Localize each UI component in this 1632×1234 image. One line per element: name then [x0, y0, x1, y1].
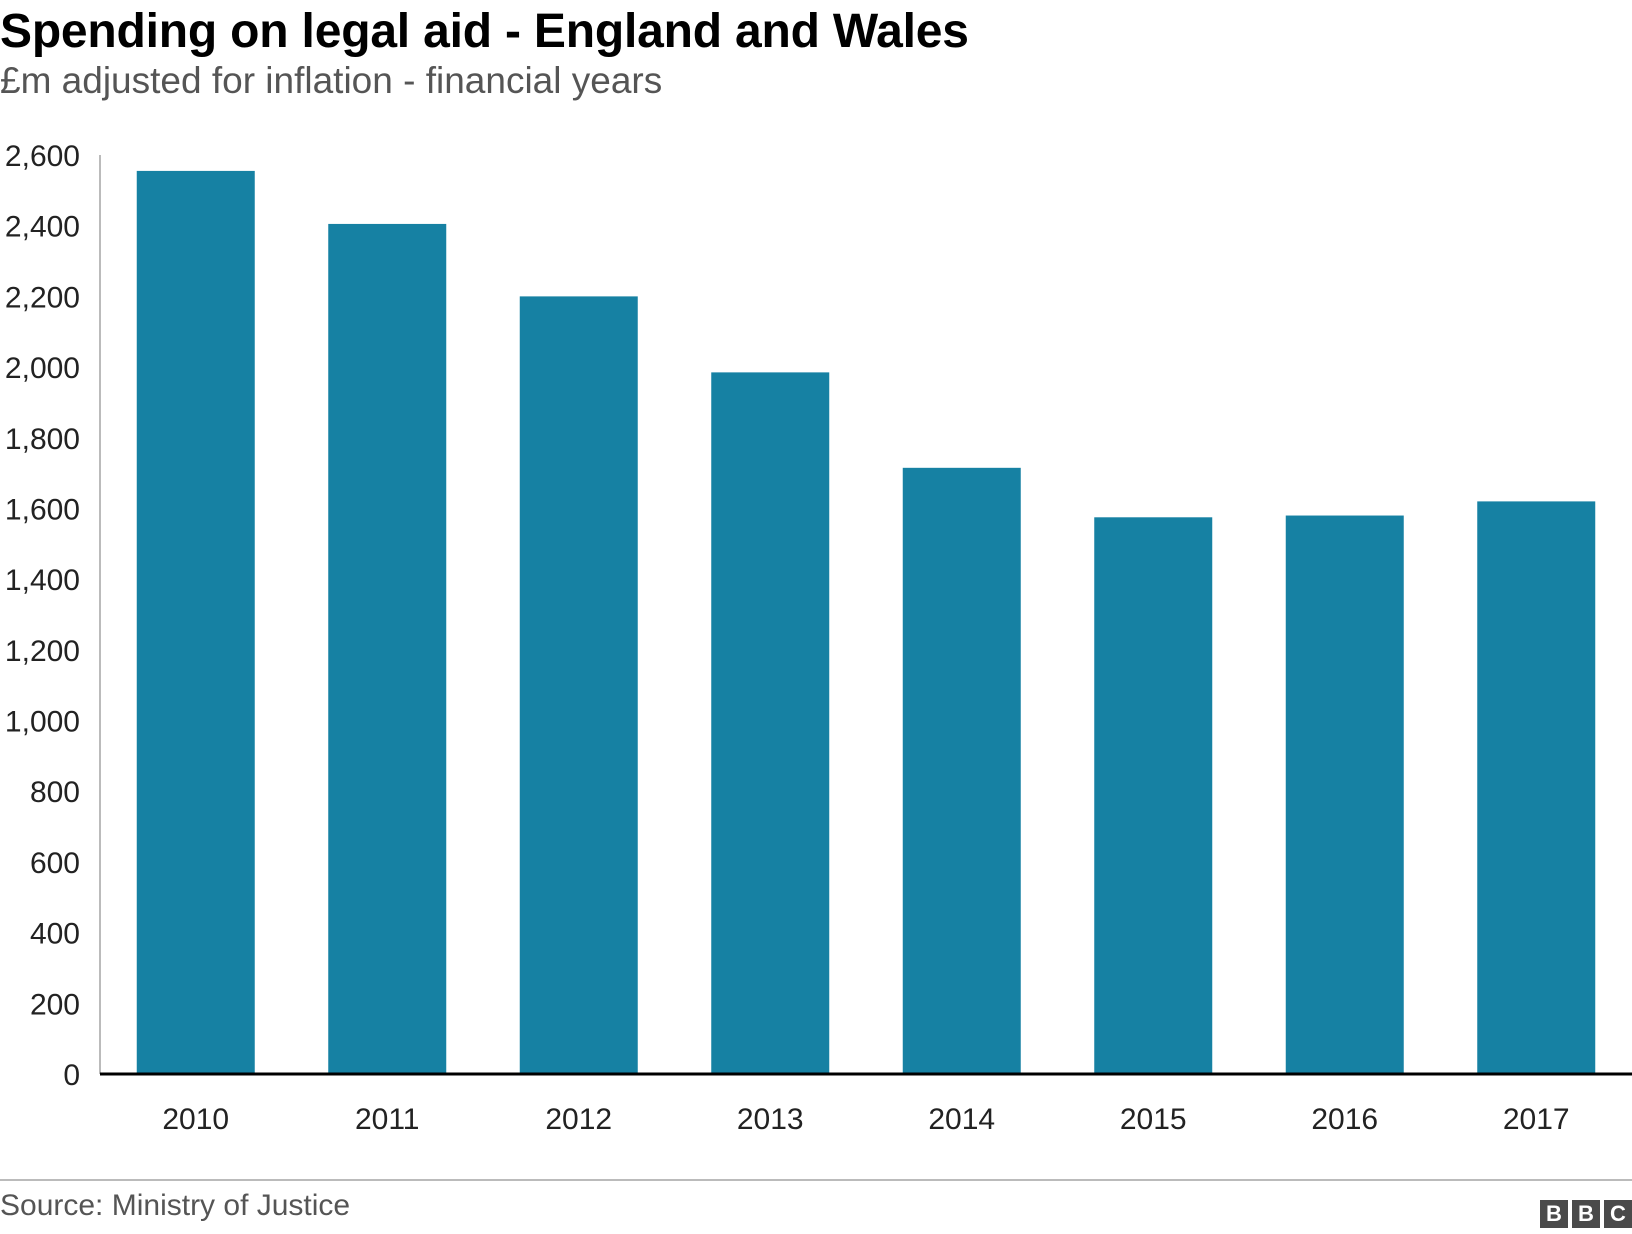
- bar-2014: [902, 467, 1021, 1074]
- chart-subtitle: £m adjusted for inflation - financial ye…: [0, 60, 663, 101]
- y-tick-label: 1,600: [5, 493, 80, 526]
- y-tick-label: 200: [30, 988, 80, 1021]
- bar-chart: 0 200 400 600 800 1,000 1,200 1,400 1,600 1,800 2,…: [5, 140, 1632, 1136]
- y-tick-label: 600: [30, 847, 80, 880]
- chart-title: Spending on legal aid - England and Wale…: [0, 5, 969, 58]
- bar-2016: [1285, 515, 1404, 1074]
- x-tick-label: 2017: [1503, 1103, 1570, 1136]
- logo-letter-b2: B: [1572, 1200, 1600, 1228]
- x-axis-ticks: 2010 2011 2012 2013 2014 2015 2016 2017: [162, 1103, 1569, 1136]
- x-tick-label: 2015: [1120, 1103, 1187, 1136]
- y-tick-label: 1,000: [5, 706, 80, 739]
- bbc-logo: B B C: [1540, 1200, 1632, 1228]
- y-tick-label: 2,200: [5, 281, 80, 314]
- bars: [136, 170, 1596, 1075]
- bar-2012: [519, 296, 638, 1074]
- x-tick-label: 2013: [737, 1103, 804, 1136]
- y-tick-label: 1,800: [5, 423, 80, 456]
- bar-2013: [711, 372, 830, 1074]
- bar-2015: [1094, 517, 1213, 1074]
- y-tick-label: 800: [30, 776, 80, 809]
- source-note: Source: Ministry of Justice: [0, 1189, 351, 1222]
- x-tick-label: 2016: [1311, 1103, 1378, 1136]
- x-tick-label: 2010: [162, 1103, 229, 1136]
- logo-letter-b1: B: [1540, 1200, 1568, 1228]
- footer-divider: [0, 1179, 1632, 1181]
- y-tick-label: 0: [63, 1059, 80, 1092]
- y-tick-label: 400: [30, 918, 80, 951]
- y-axis-ticks: 0 200 400 600 800 1,000 1,200 1,400 1,600 1,800 2,…: [5, 140, 80, 1092]
- bar-2011: [328, 223, 447, 1075]
- logo-letter-c: C: [1604, 1200, 1632, 1228]
- y-tick-label: 2,000: [5, 352, 80, 385]
- y-tick-label: 2,400: [5, 211, 80, 244]
- y-tick-label: 2,600: [5, 140, 80, 173]
- x-tick-label: 2011: [355, 1103, 420, 1136]
- y-tick-label: 1,400: [5, 564, 80, 597]
- bar-2010: [136, 170, 255, 1074]
- x-tick-label: 2012: [545, 1103, 612, 1136]
- y-tick-label: 1,200: [5, 635, 80, 668]
- bar-2017: [1477, 501, 1596, 1074]
- x-tick-label: 2014: [928, 1103, 995, 1136]
